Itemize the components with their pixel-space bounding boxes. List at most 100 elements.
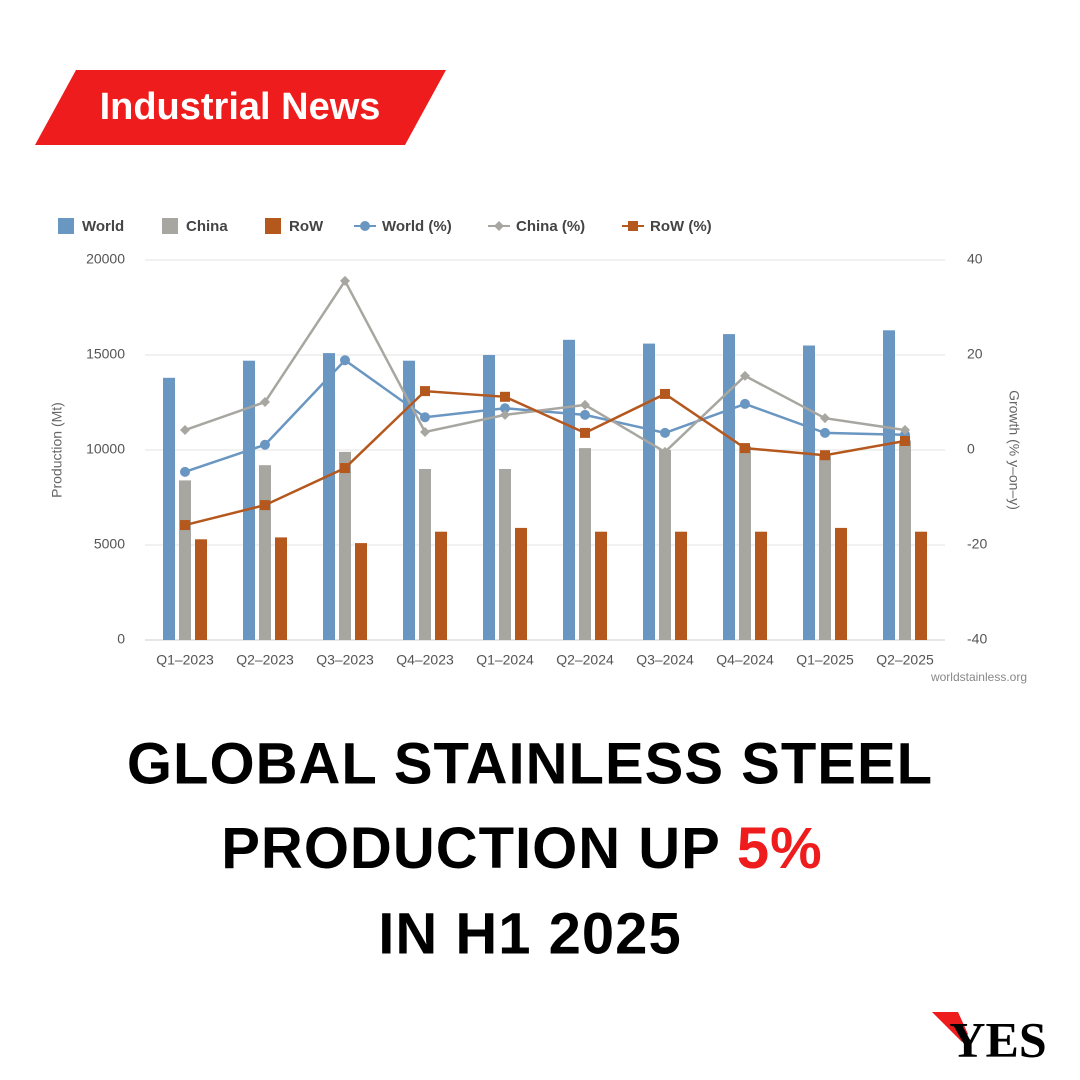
line-marker	[260, 439, 270, 450]
bar	[259, 465, 271, 640]
bar	[355, 543, 367, 640]
legend-label: RoW (%)	[650, 218, 712, 235]
line-marker	[580, 409, 590, 420]
y2-tick-label: 20	[967, 346, 983, 362]
bar	[435, 531, 447, 640]
y2-tick-label: 0	[967, 441, 975, 457]
y-axis-title: Production (Mt)	[49, 402, 65, 498]
bar	[739, 446, 751, 640]
headline-line: IN H1 2025	[378, 901, 681, 966]
line-marker	[740, 443, 750, 454]
line	[184, 389, 906, 527]
y2-axis-title: Growth (% y–on–y)	[1006, 390, 1022, 510]
line-marker	[500, 403, 510, 414]
x-tick-label: Q1–2024	[476, 652, 534, 668]
line-marker	[500, 391, 510, 402]
logo: YES	[949, 1011, 1046, 1067]
bar	[243, 360, 255, 640]
line-marker	[494, 221, 504, 231]
headline-line: PRODUCTION UP 5%	[221, 816, 822, 881]
bar	[643, 343, 655, 640]
bar	[883, 330, 895, 640]
source: worldstainless.org	[930, 670, 1027, 684]
line	[184, 358, 906, 474]
line-marker	[900, 425, 910, 436]
y-tick-label: 10000	[86, 441, 125, 457]
line-marker	[820, 413, 830, 424]
y-tick-label: 0	[117, 631, 125, 647]
line-marker	[180, 466, 190, 477]
x-tick-label: Q3–2024	[636, 652, 694, 668]
headline-text: PRODUCTION UP	[221, 816, 720, 881]
line-marker	[820, 427, 830, 438]
line-marker	[500, 409, 510, 420]
line-marker	[820, 450, 830, 461]
line-marker	[340, 355, 350, 366]
x-tick-label: Q3–2023	[316, 652, 374, 668]
banner-text: Industrial News	[100, 86, 381, 128]
x-tick-label: Q1–2023	[156, 652, 214, 668]
bar	[835, 527, 847, 640]
y-tick-label: 5000	[94, 536, 125, 552]
line-marker	[420, 426, 430, 437]
line-marker	[260, 397, 270, 408]
headline-highlight: 5%	[737, 816, 823, 881]
line-marker	[660, 446, 670, 457]
x-tick-label: Q1–2025	[796, 652, 854, 668]
bar	[499, 469, 511, 640]
line-marker	[660, 388, 670, 399]
bar	[659, 450, 671, 640]
line-marker	[260, 500, 270, 511]
y-tick-label: 20000	[86, 251, 125, 267]
y2-tick-label: -40	[967, 631, 987, 647]
bar	[595, 531, 607, 640]
line-marker	[740, 398, 750, 409]
x-tick-label: Q4–2023	[396, 652, 454, 668]
line-marker	[900, 435, 910, 446]
legend-label: RoW	[289, 218, 324, 235]
legend-label: China (%)	[516, 218, 585, 235]
bar	[899, 440, 911, 640]
bar	[179, 480, 191, 640]
bar	[803, 345, 815, 640]
line-marker	[740, 370, 750, 381]
y2-tick-label: 40	[967, 251, 983, 267]
bar	[915, 531, 927, 640]
line-marker	[180, 425, 190, 436]
line-marker	[340, 275, 350, 286]
bar	[755, 531, 767, 640]
logo-accent	[932, 1012, 968, 1042]
x-tick-label: Q4–2024	[716, 652, 774, 668]
y-tick-label: 15000	[86, 346, 125, 362]
bar	[723, 334, 735, 640]
legend-label: World (%)	[382, 218, 452, 235]
bar	[403, 360, 415, 640]
legend-label: World	[82, 218, 124, 235]
line	[184, 278, 906, 454]
line-marker	[340, 463, 350, 474]
line-marker	[420, 412, 430, 423]
bar	[563, 339, 575, 640]
x-tick-label: Q2–2024	[556, 652, 614, 668]
line-marker	[360, 221, 370, 231]
line-marker	[580, 399, 590, 410]
bar	[483, 355, 495, 640]
legend-swatch	[162, 218, 178, 234]
legend-swatch	[265, 218, 281, 234]
line-marker	[660, 427, 670, 438]
headline-line: GLOBAL STAINLESS STEEL	[127, 731, 933, 796]
bar	[339, 451, 351, 640]
line-marker	[628, 221, 638, 231]
banner-shape	[35, 70, 446, 145]
bar	[419, 469, 431, 640]
x-tick-label: Q2–2023	[236, 652, 294, 668]
bar	[275, 537, 287, 640]
y2-tick-label: -20	[967, 536, 987, 552]
legend-swatch	[58, 218, 74, 234]
chart: 0 5000 10000 15000 20000 -40 -20 0 20 40 Productio…	[49, 218, 1027, 684]
bar	[195, 539, 207, 640]
line-marker	[420, 386, 430, 397]
bar	[163, 377, 175, 640]
x-tick-label: Q2–2025	[876, 652, 934, 668]
